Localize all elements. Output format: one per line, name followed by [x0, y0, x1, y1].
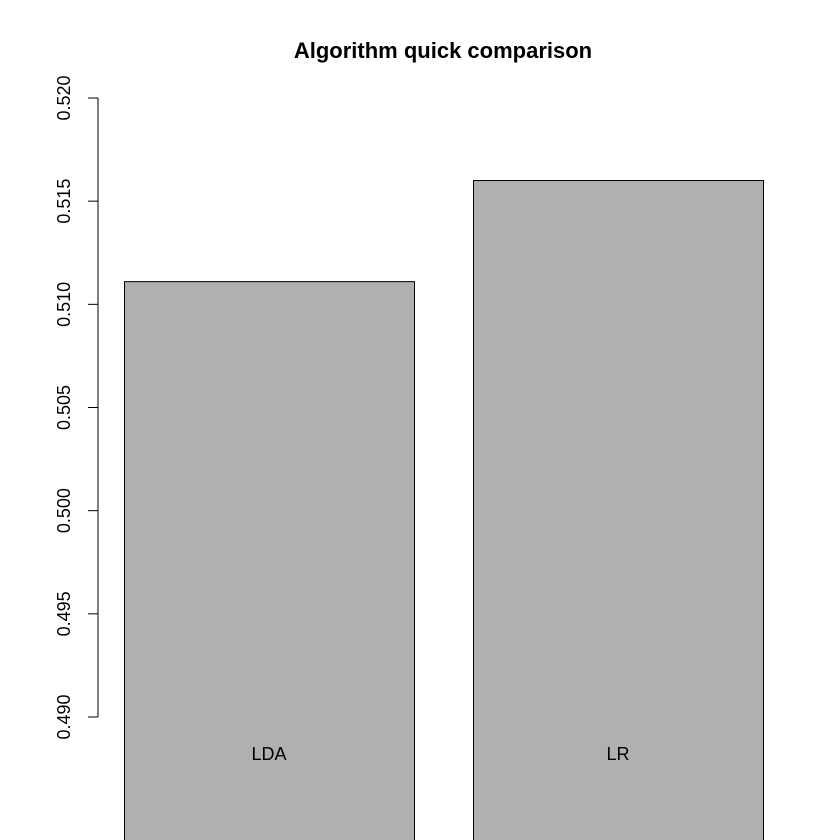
bars-group	[124, 180, 764, 840]
y-tick-label: 0.495	[54, 591, 74, 636]
y-tick-label: 0.515	[54, 179, 74, 224]
y-tick-label: 0.505	[54, 385, 74, 430]
bar-lda	[124, 281, 415, 840]
category-labels: LDA LR	[251, 744, 629, 764]
category-label-lr: LR	[606, 744, 629, 764]
y-tick-label: 0.520	[54, 75, 74, 120]
chart-title: Algorithm quick comparison	[294, 38, 592, 63]
y-axis: 0.490 0.495 0.500 0.505 0.510 0.515 0.520	[54, 75, 99, 740]
bar-lr	[473, 180, 764, 840]
y-tick-label: 0.490	[54, 694, 74, 739]
y-tick-label: 0.510	[54, 282, 74, 327]
y-tick-label: 0.500	[54, 488, 74, 533]
category-label-lda: LDA	[251, 744, 286, 764]
